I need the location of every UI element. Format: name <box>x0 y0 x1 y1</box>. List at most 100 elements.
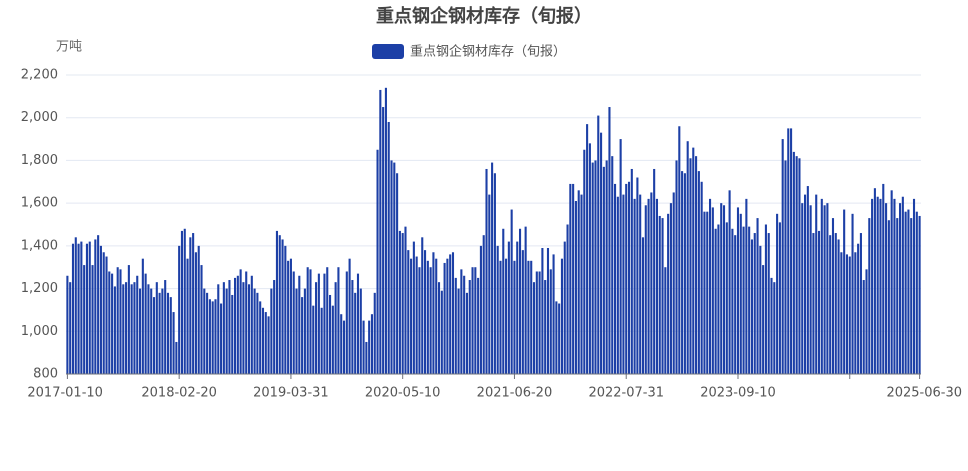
bar <box>890 190 893 374</box>
bar <box>278 235 281 374</box>
bar <box>418 267 421 374</box>
bar <box>295 288 298 374</box>
bar <box>611 156 614 374</box>
bar <box>823 205 826 374</box>
bar <box>910 218 913 374</box>
bar <box>748 226 751 374</box>
x-tick-label: 2017-01-10 <box>27 386 103 401</box>
bar <box>639 194 642 374</box>
bar <box>200 265 203 374</box>
bar <box>337 267 340 374</box>
bar <box>608 107 611 375</box>
bar <box>379 89 382 374</box>
bar <box>714 228 717 374</box>
bar <box>560 258 564 374</box>
bar <box>915 211 918 374</box>
bar <box>256 292 259 374</box>
bar <box>457 288 460 374</box>
bar <box>739 213 742 374</box>
bar <box>74 237 77 374</box>
bar <box>435 258 438 374</box>
bar <box>700 181 703 374</box>
y-tick-label: 1,800 <box>21 153 58 168</box>
bar <box>516 241 519 374</box>
bar <box>122 284 125 374</box>
bar <box>499 260 502 374</box>
bar <box>354 292 357 374</box>
bar <box>66 275 69 374</box>
bar <box>155 282 158 374</box>
bar <box>848 256 851 374</box>
bar <box>829 235 832 374</box>
bar <box>672 192 675 374</box>
bar <box>423 250 427 374</box>
bar <box>261 307 265 374</box>
bar <box>250 275 253 374</box>
bar <box>102 252 105 374</box>
bar <box>175 341 178 374</box>
bar <box>161 288 164 374</box>
bar <box>144 273 147 374</box>
bar <box>865 269 868 374</box>
bar <box>108 271 111 374</box>
legend: 重点钢企钢材库存（旬报） <box>372 44 566 60</box>
bar <box>158 292 161 374</box>
bar <box>166 292 170 374</box>
bar <box>186 258 189 374</box>
legend-swatch <box>372 44 404 59</box>
bar <box>194 252 197 374</box>
bar <box>183 228 186 374</box>
bar <box>236 275 239 374</box>
bar <box>778 222 781 374</box>
bar <box>342 320 346 374</box>
y-tick-label: 1,600 <box>21 196 58 211</box>
bar <box>326 267 329 374</box>
bar <box>502 228 505 374</box>
bar <box>99 245 102 374</box>
bar <box>309 269 312 374</box>
bar <box>474 267 477 374</box>
bar <box>770 277 773 374</box>
bar <box>787 128 790 374</box>
bar <box>518 228 522 374</box>
bar <box>410 258 413 374</box>
bar <box>555 301 558 374</box>
bar <box>602 166 605 374</box>
bar <box>273 280 276 374</box>
bar <box>197 245 200 374</box>
bar <box>711 207 714 374</box>
bar <box>496 245 499 374</box>
bar <box>641 237 645 374</box>
bar <box>859 233 862 374</box>
bar <box>275 230 279 374</box>
bar <box>479 245 482 374</box>
bar <box>239 269 242 374</box>
bar <box>493 173 496 374</box>
bar <box>189 237 192 374</box>
bar <box>532 282 536 374</box>
bar <box>264 312 267 374</box>
bar <box>527 260 530 374</box>
bar <box>728 190 731 374</box>
bar <box>820 198 823 374</box>
bar <box>88 241 91 374</box>
bar <box>401 233 404 374</box>
y-tick-label: 1,200 <box>21 281 58 296</box>
x-tick-label: 2019-03-31 <box>253 386 329 401</box>
bar <box>580 194 583 374</box>
bar <box>644 205 647 374</box>
bar <box>217 284 220 374</box>
bar <box>904 211 907 374</box>
bar <box>664 267 667 374</box>
bar <box>426 260 429 374</box>
bar <box>287 260 290 374</box>
bar <box>192 233 195 374</box>
bar <box>843 209 846 374</box>
bar <box>708 198 712 374</box>
bar <box>451 252 455 374</box>
bar <box>653 168 656 374</box>
bar <box>368 320 371 374</box>
bar <box>83 265 86 374</box>
bar <box>491 162 494 374</box>
bar <box>574 201 577 374</box>
